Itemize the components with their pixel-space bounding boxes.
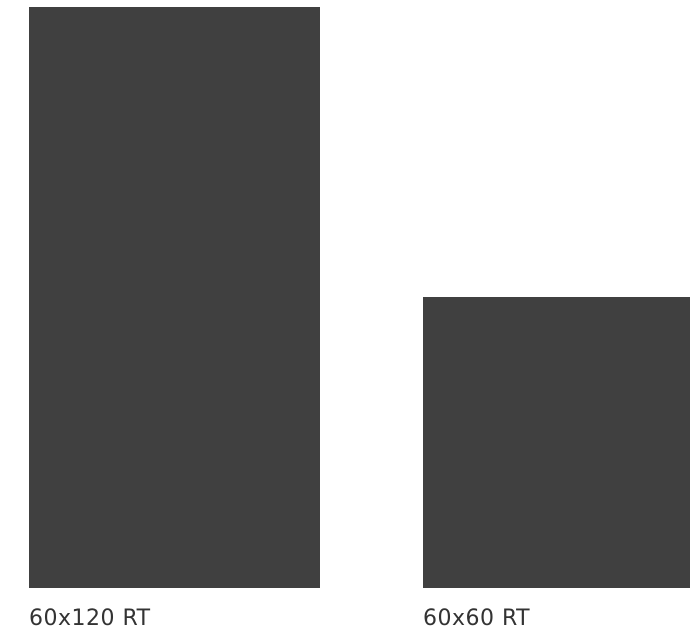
tile-60x60-label: 60x60 RT — [423, 606, 531, 631]
tile-60x60-swatch[interactable] — [423, 297, 690, 588]
tile-60x120-swatch[interactable] — [29, 7, 320, 588]
tile-60x120-label: 60x120 RT — [29, 606, 151, 631]
